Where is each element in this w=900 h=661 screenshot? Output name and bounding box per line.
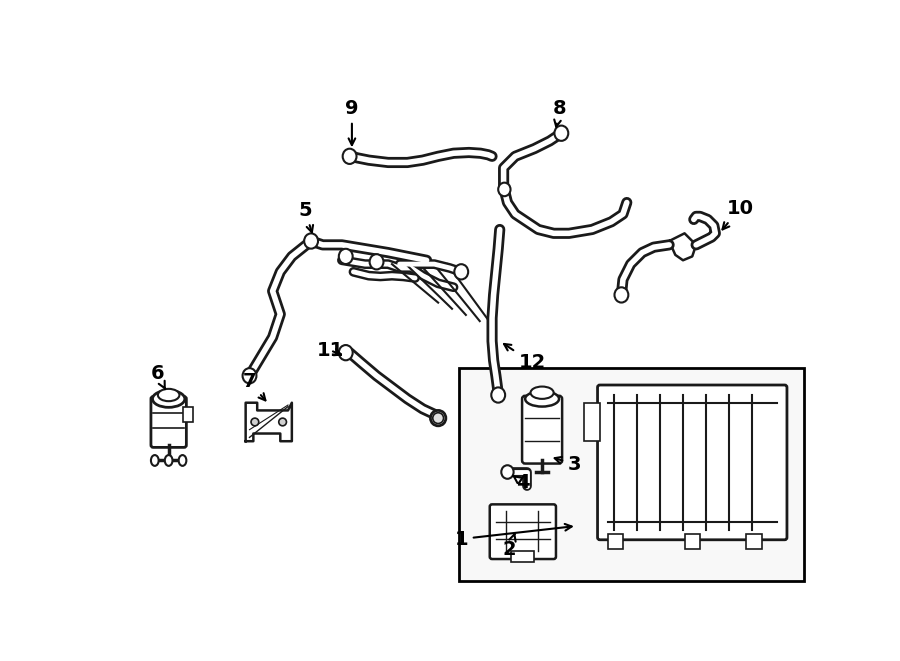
FancyBboxPatch shape [598,385,787,540]
Text: 9: 9 [346,99,359,145]
Text: 6: 6 [150,364,165,389]
Ellipse shape [158,389,179,401]
Ellipse shape [243,368,256,383]
FancyBboxPatch shape [522,396,562,463]
Text: 1: 1 [454,524,572,549]
Ellipse shape [554,126,568,141]
Ellipse shape [152,391,184,407]
Ellipse shape [279,418,286,426]
Ellipse shape [179,455,186,466]
Bar [685,533,700,549]
FancyBboxPatch shape [490,504,556,559]
Ellipse shape [165,455,173,466]
Bar [459,368,804,582]
Text: 11: 11 [317,341,344,360]
Text: 12: 12 [504,344,545,372]
Ellipse shape [433,412,444,424]
Ellipse shape [251,418,258,426]
Bar [584,403,599,442]
Ellipse shape [491,387,505,403]
Bar [183,407,194,422]
Polygon shape [246,403,292,442]
Ellipse shape [454,264,468,280]
Text: 10: 10 [723,199,753,229]
Polygon shape [669,233,696,260]
Bar [511,551,535,562]
Bar [746,533,761,549]
Ellipse shape [370,254,383,270]
FancyBboxPatch shape [151,397,186,447]
Text: 5: 5 [298,201,313,232]
Text: 8: 8 [553,99,567,127]
Text: 2: 2 [503,533,517,559]
Ellipse shape [151,455,158,466]
Bar [608,533,623,549]
Ellipse shape [304,233,318,249]
Ellipse shape [526,391,559,407]
Ellipse shape [338,249,353,264]
Ellipse shape [343,149,356,164]
Ellipse shape [615,288,628,303]
Ellipse shape [430,410,446,426]
Ellipse shape [501,465,514,479]
Text: 3: 3 [554,455,581,474]
Ellipse shape [531,387,554,399]
Ellipse shape [499,182,510,196]
Text: 4: 4 [513,473,530,492]
Text: 7: 7 [243,372,266,401]
Ellipse shape [338,345,353,360]
